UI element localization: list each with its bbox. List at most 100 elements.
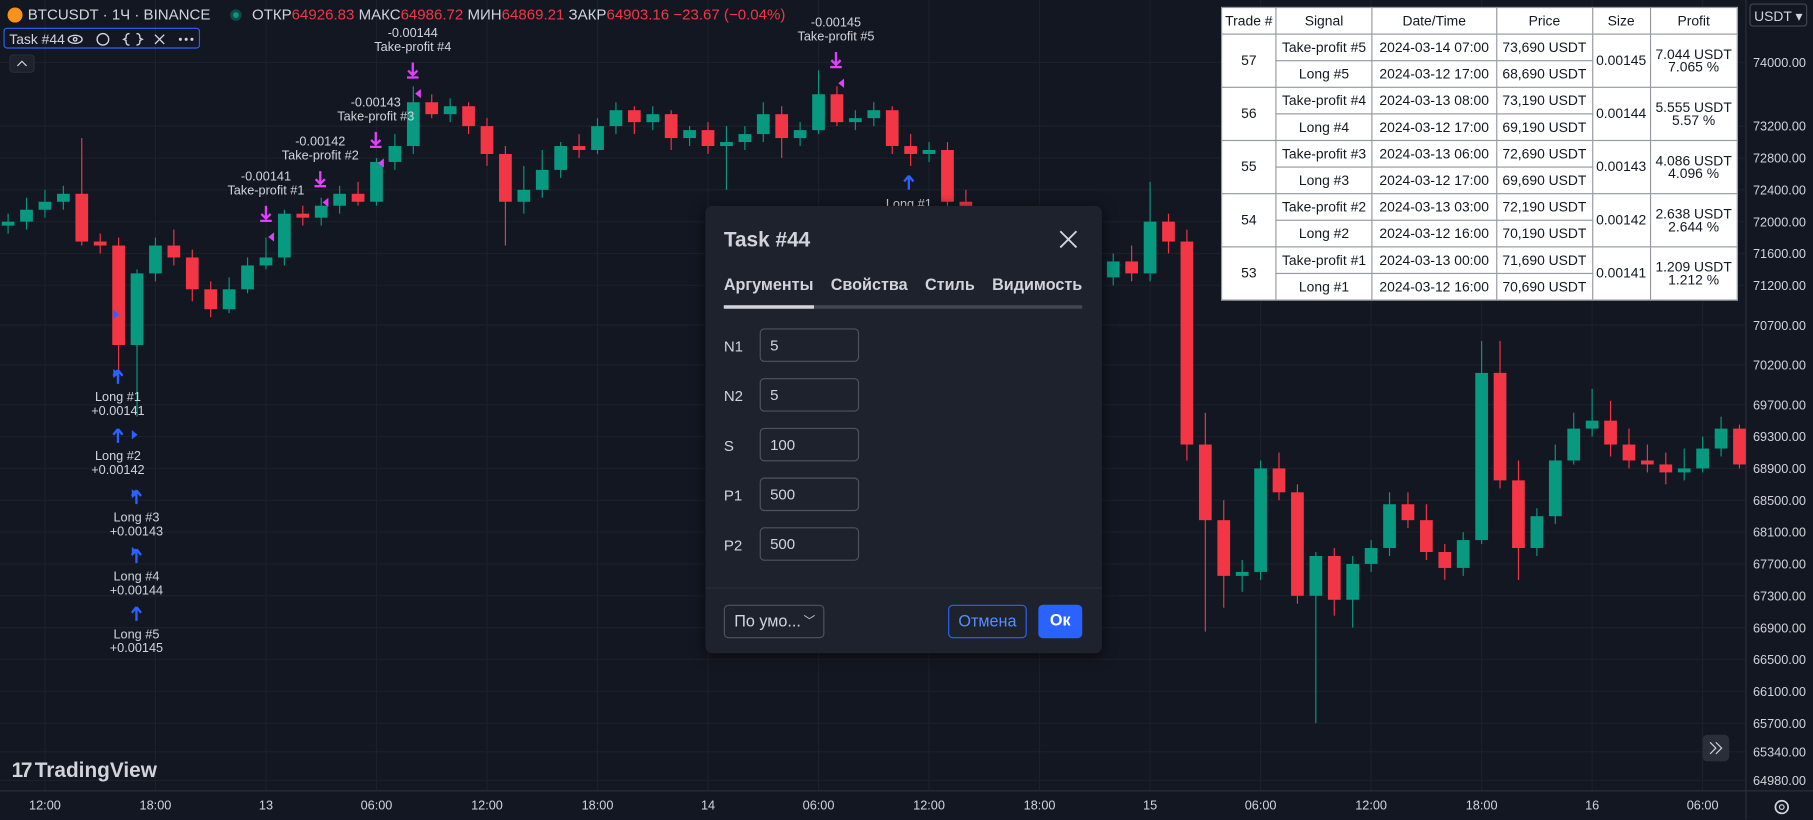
settings-dialog: Task #44 Аргументы Свойства Стиль Видимо… (705, 205, 1102, 654)
dialog-title: Task #44 (723, 227, 811, 251)
candle-body (1696, 448, 1710, 469)
field-input[interactable]: 500 (759, 477, 860, 512)
preset-select[interactable]: По умо... ﹀ (723, 604, 825, 639)
tp-label: Take-profit #4 (374, 39, 451, 54)
scroll-right[interactable] (1702, 734, 1730, 762)
candle-body (75, 193, 89, 242)
tab[interactable]: Свойства (830, 275, 908, 294)
candle-body (904, 146, 917, 154)
indicator-pill[interactable]: Task #44 (3, 27, 201, 49)
trade-profit: 7.044 USDT 7.065 % (1649, 33, 1738, 88)
ok-button[interactable]: Ок (1038, 604, 1083, 639)
trade-cell: 72,690 USDT (1495, 139, 1593, 168)
tab[interactable]: Аргументы (723, 275, 814, 309)
logo: 17 TradingView (11, 758, 157, 782)
price-label: 74000.00 (1753, 55, 1806, 70)
field-input[interactable]: 5 (759, 328, 860, 362)
tp-arrow (830, 52, 842, 69)
candle-body (885, 110, 899, 147)
trade-profit: 1.209 USDT 1.212 % (1649, 246, 1738, 301)
close-button[interactable] (1058, 229, 1079, 250)
collapse-button[interactable] (9, 54, 35, 73)
candle-body (1180, 241, 1194, 445)
trade-row: Long #5 2024-03-12 17:00 68,690 USDT (1222, 60, 1738, 88)
price-label: 70200.00 (1753, 358, 1806, 373)
indicator-icons[interactable] (67, 31, 200, 47)
time-label: 18:00 (140, 797, 172, 812)
long-size: +0.00145 (110, 640, 163, 655)
header-row: Trade # Signal Date/Time Price Size Profit (1220, 6, 1738, 35)
candle-body (56, 193, 70, 202)
header-cell: Trade # (1220, 6, 1277, 35)
status-dot (230, 8, 242, 21)
trade-cell: Long #5 (1275, 60, 1373, 88)
time-label: 18:00 (582, 797, 614, 812)
long-size: +0.00142 (91, 462, 144, 477)
candle-body (370, 161, 383, 202)
btc-icon (7, 6, 23, 22)
tp-size: -0.00143 (351, 94, 401, 109)
trades-table: Trade # Signal Date/Time Price Size Profit 57 T… (1220, 6, 1738, 301)
field-label: P2 (723, 536, 743, 554)
candle-body (1254, 468, 1267, 572)
tp-size: -0.00145 (811, 15, 861, 30)
entry-marker (113, 368, 120, 379)
cancel-button[interactable]: Отмена (948, 604, 1027, 639)
candle-body (204, 289, 218, 310)
candle-body (1217, 520, 1231, 576)
candle-body (627, 110, 641, 123)
price-label: 65700.00 (1753, 716, 1806, 731)
exit-marker (838, 78, 845, 88)
tp-arrow (370, 131, 382, 148)
profit-abs: 2.638 USDT (1655, 205, 1732, 222)
entry-marker (131, 430, 138, 440)
trade-cell: 2024-03-13 03:00 (1371, 193, 1498, 221)
field-label: N2 (723, 387, 744, 405)
price-label: 72800.00 (1753, 151, 1806, 166)
profit-pct: 5.57 % (1672, 111, 1716, 128)
trade-cell: Take-profit #5 (1275, 33, 1373, 62)
profit-pct: 2.644 % (1668, 217, 1720, 235)
candle-body (1401, 504, 1415, 521)
trade-row: Long #1 2024-03-12 16:00 70,690 USDT (1222, 272, 1738, 301)
trade-cell: Take-profit #2 (1275, 193, 1373, 221)
candle-body (1622, 444, 1636, 461)
profit-abs: 1.209 USDT (1655, 258, 1732, 275)
trade-cell: 2024-03-12 16:00 (1371, 272, 1498, 301)
settings[interactable] (1773, 798, 1792, 817)
tab[interactable]: Видимость (992, 275, 1083, 294)
trade-cell: Take-profit #3 (1275, 139, 1373, 168)
time-label: 12:00 (471, 797, 503, 812)
candle-body (1438, 552, 1452, 568)
field-input[interactable]: 100 (759, 427, 860, 462)
field-input[interactable]: 5 (759, 378, 860, 412)
tab[interactable]: Стиль (924, 275, 975, 294)
trade-cell: 2024-03-13 06:00 (1371, 139, 1498, 168)
trade-cell: 69,190 USDT (1495, 113, 1593, 142)
trade-row: Long #4 2024-03-12 17:00 69,190 USDT (1222, 113, 1738, 142)
price-label: 66900.00 (1753, 620, 1806, 635)
price-label: 68900.00 (1753, 461, 1806, 476)
long-label: Long #1 (95, 389, 141, 404)
long-size: +0.00141 (91, 403, 144, 418)
currency-button[interactable]: USDT ▾ (1749, 3, 1808, 27)
trade-cell: 70,190 USDT (1495, 219, 1593, 248)
price-label: 72400.00 (1753, 182, 1806, 197)
trade-cell: 2024-03-14 07:00 (1371, 33, 1498, 62)
currency: USDT (1754, 8, 1792, 25)
time-label: 18:00 (1466, 797, 1498, 812)
symbol[interactable]: BTCUSDT · 1Ч · BINANCE (27, 5, 211, 24)
candle-body (517, 189, 531, 202)
price-label: 69300.00 (1753, 429, 1806, 444)
trade-number: 57 (1220, 33, 1277, 88)
profit-pct: 4.096 % (1668, 164, 1720, 181)
exit-marker (322, 197, 329, 207)
candle-body (1272, 468, 1286, 493)
trade-cell: Take-profit #1 (1275, 246, 1373, 275)
trade-cell: Take-profit #4 (1275, 86, 1373, 115)
field-input[interactable]: 500 (759, 527, 860, 561)
candle-body (1364, 548, 1378, 564)
long-arrow (112, 428, 124, 443)
tp-label: Take-profit #5 (797, 28, 874, 43)
